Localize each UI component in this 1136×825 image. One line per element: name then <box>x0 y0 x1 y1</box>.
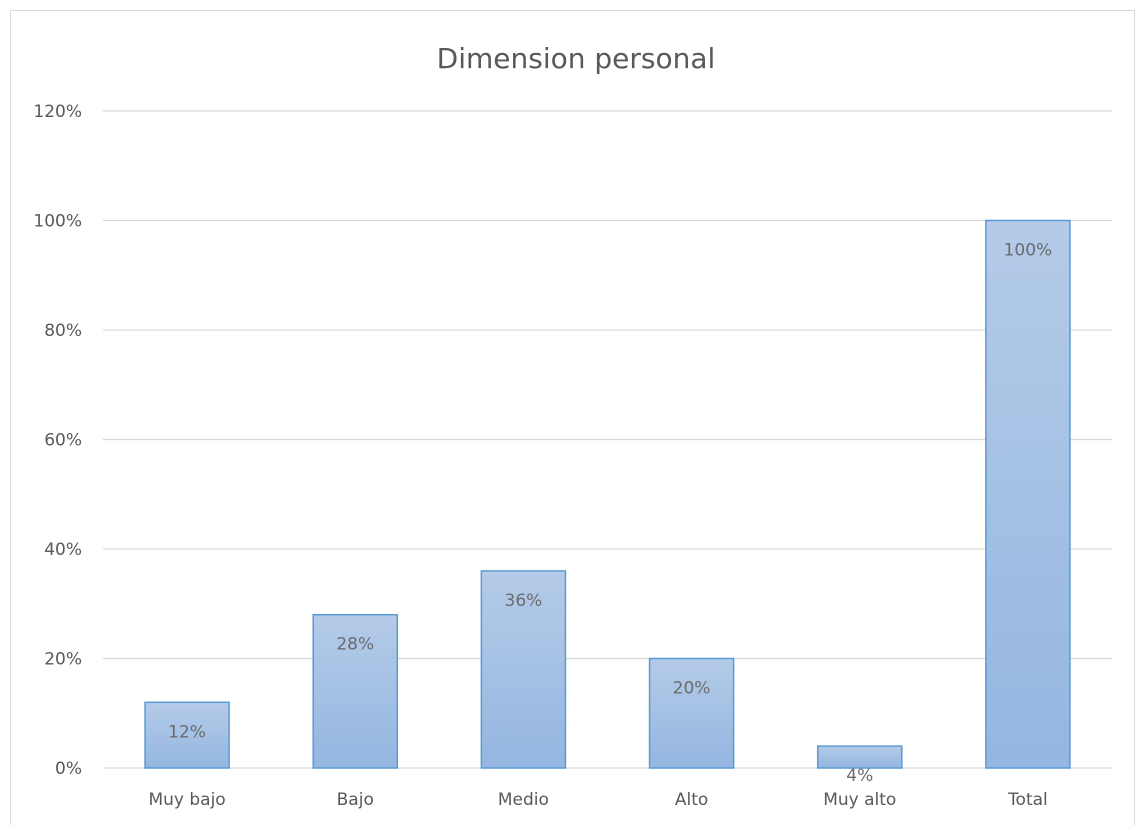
bar <box>312 613 399 769</box>
y-tick-label: 120% <box>33 102 82 122</box>
x-tick-label: Muy alto <box>823 790 896 810</box>
y-tick-label: 20% <box>44 650 82 670</box>
gridlines <box>103 110 1112 769</box>
data-label: 12% <box>168 722 206 742</box>
bar <box>816 745 903 769</box>
data-label: 28% <box>336 635 374 655</box>
bar <box>480 570 567 769</box>
bars <box>144 219 1071 769</box>
x-tick-label: Medio <box>498 790 549 810</box>
data-label: 36% <box>505 591 543 611</box>
y-tick-label: 60% <box>44 431 82 451</box>
y-tick-label: 40% <box>44 540 82 560</box>
y-axis-tick-labels: 0% 20% 40% 60% 80% 100% 120% <box>33 102 82 779</box>
x-tick-label: Alto <box>675 790 708 810</box>
bar <box>648 657 735 769</box>
chart-area <box>10 10 1135 825</box>
y-tick-label: 0% <box>55 759 82 779</box>
x-tick-label: Bajo <box>337 790 374 810</box>
x-tick-label: Total <box>1007 790 1048 810</box>
data-labels: 12% 28% 36% 20% 4% 100% <box>168 241 1052 787</box>
data-label: 100% <box>1004 241 1053 261</box>
data-label: 20% <box>673 679 711 699</box>
bar <box>985 219 1071 769</box>
y-tick-label: 100% <box>33 212 82 232</box>
x-axis-tick-labels: Muy bajo Bajo Medio Alto Muy alto Total <box>148 790 1047 810</box>
bar <box>144 701 230 769</box>
y-tick-label: 80% <box>44 321 82 341</box>
chart-title: Dimension personal <box>437 42 716 75</box>
data-label: 4% <box>846 766 873 786</box>
x-tick-label: Muy bajo <box>148 790 225 810</box>
